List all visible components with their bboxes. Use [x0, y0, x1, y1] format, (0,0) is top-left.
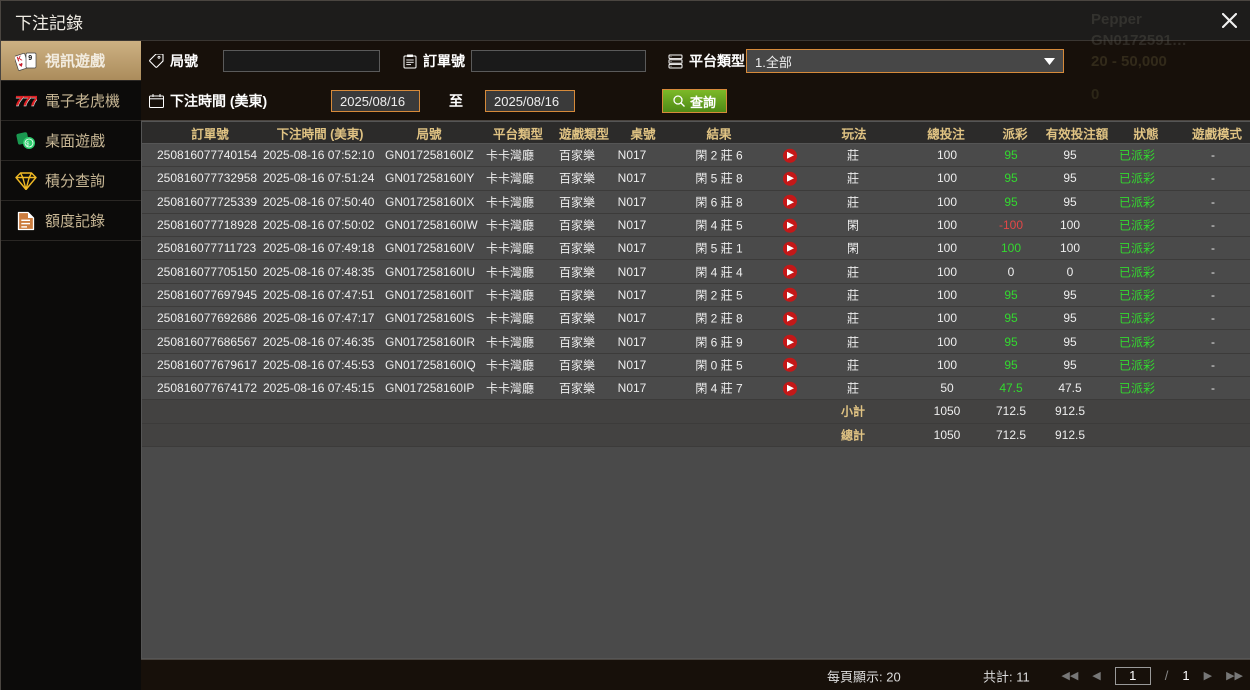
svg-text:777: 777 [15, 93, 37, 108]
svg-text:9: 9 [28, 55, 32, 62]
svg-text:$: $ [26, 141, 29, 147]
